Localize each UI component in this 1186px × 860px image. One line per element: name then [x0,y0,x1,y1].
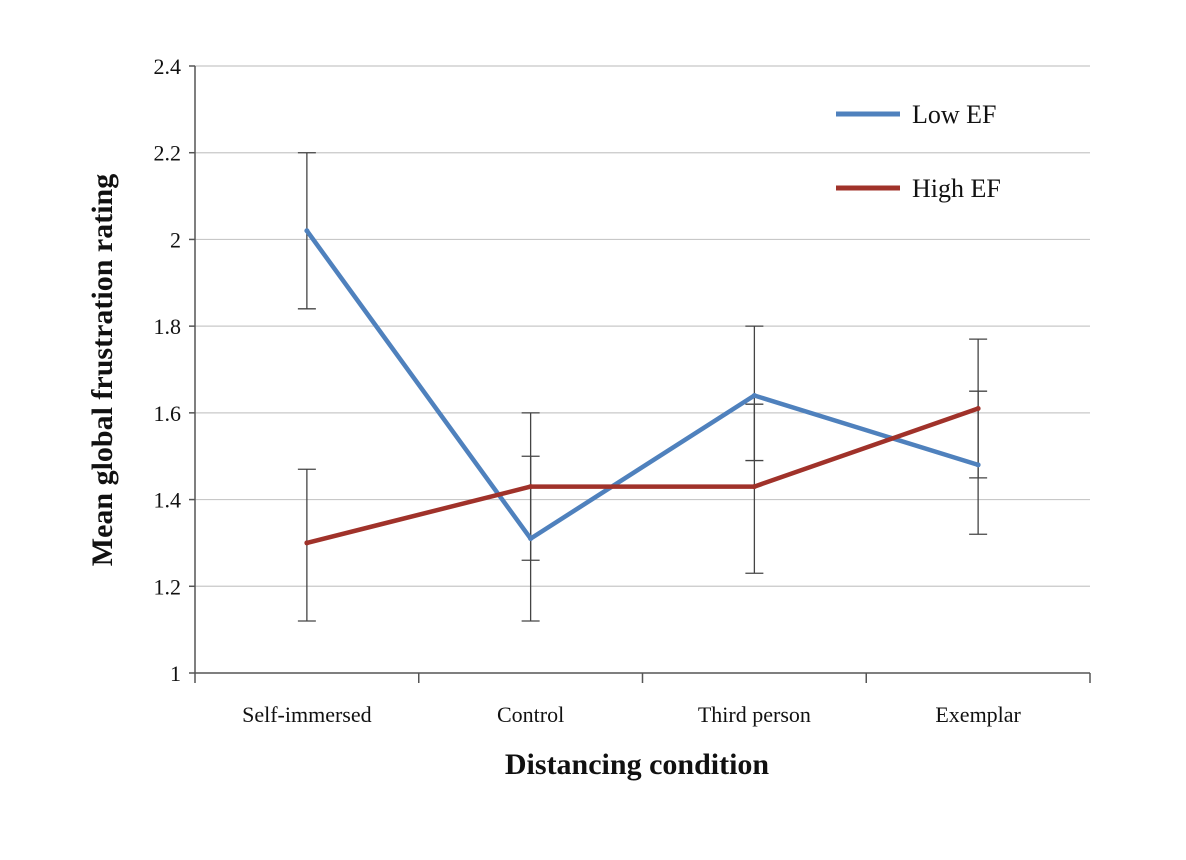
legend-label-low-ef: Low EF [912,100,997,129]
data-point-low-ef [975,462,981,468]
y-tick-label: 2.2 [154,141,182,166]
y-tick-label: 1.2 [154,574,182,599]
data-point-high-ef [528,484,534,490]
series-lines [304,228,981,546]
x-axis-title: Distancing condition [505,748,770,781]
y-tick-label: 1 [170,661,181,686]
data-point-low-ef [528,536,534,542]
data-point-high-ef [304,540,310,546]
gridlines [195,65,1090,587]
data-point-low-ef [304,228,310,234]
y-tick-label: 1.6 [154,401,182,426]
series-line-high-ef [304,406,981,546]
legend-label-high-ef: High EF [912,174,1001,203]
y-axis-title: Mean global frustration rating [86,174,119,566]
data-point-high-ef [975,406,981,412]
y-tick-label: 1.8 [154,314,182,339]
legend: Low EF High EF [836,100,1001,203]
x-tick-label: Control [497,702,564,727]
x-tick-label: Third person [698,702,811,727]
series-line-low-ef [304,228,981,541]
y-tick-label: 1.4 [154,488,182,513]
x-ticks: Self-immersed Control Third person Exemplar [194,673,1091,727]
y-tick-label: 2.4 [154,54,182,79]
y-ticks: 1 1.2 1.4 1.6 1.8 2 2.2 2.4 [154,54,195,686]
data-point-low-ef [751,393,757,399]
x-tick-label: Self-immersed [242,702,372,727]
axes [194,66,1090,674]
x-tick-label: Exemplar [935,702,1021,727]
y-tick-label: 2 [170,227,181,252]
data-point-high-ef [751,484,757,490]
error-bars [297,152,988,622]
